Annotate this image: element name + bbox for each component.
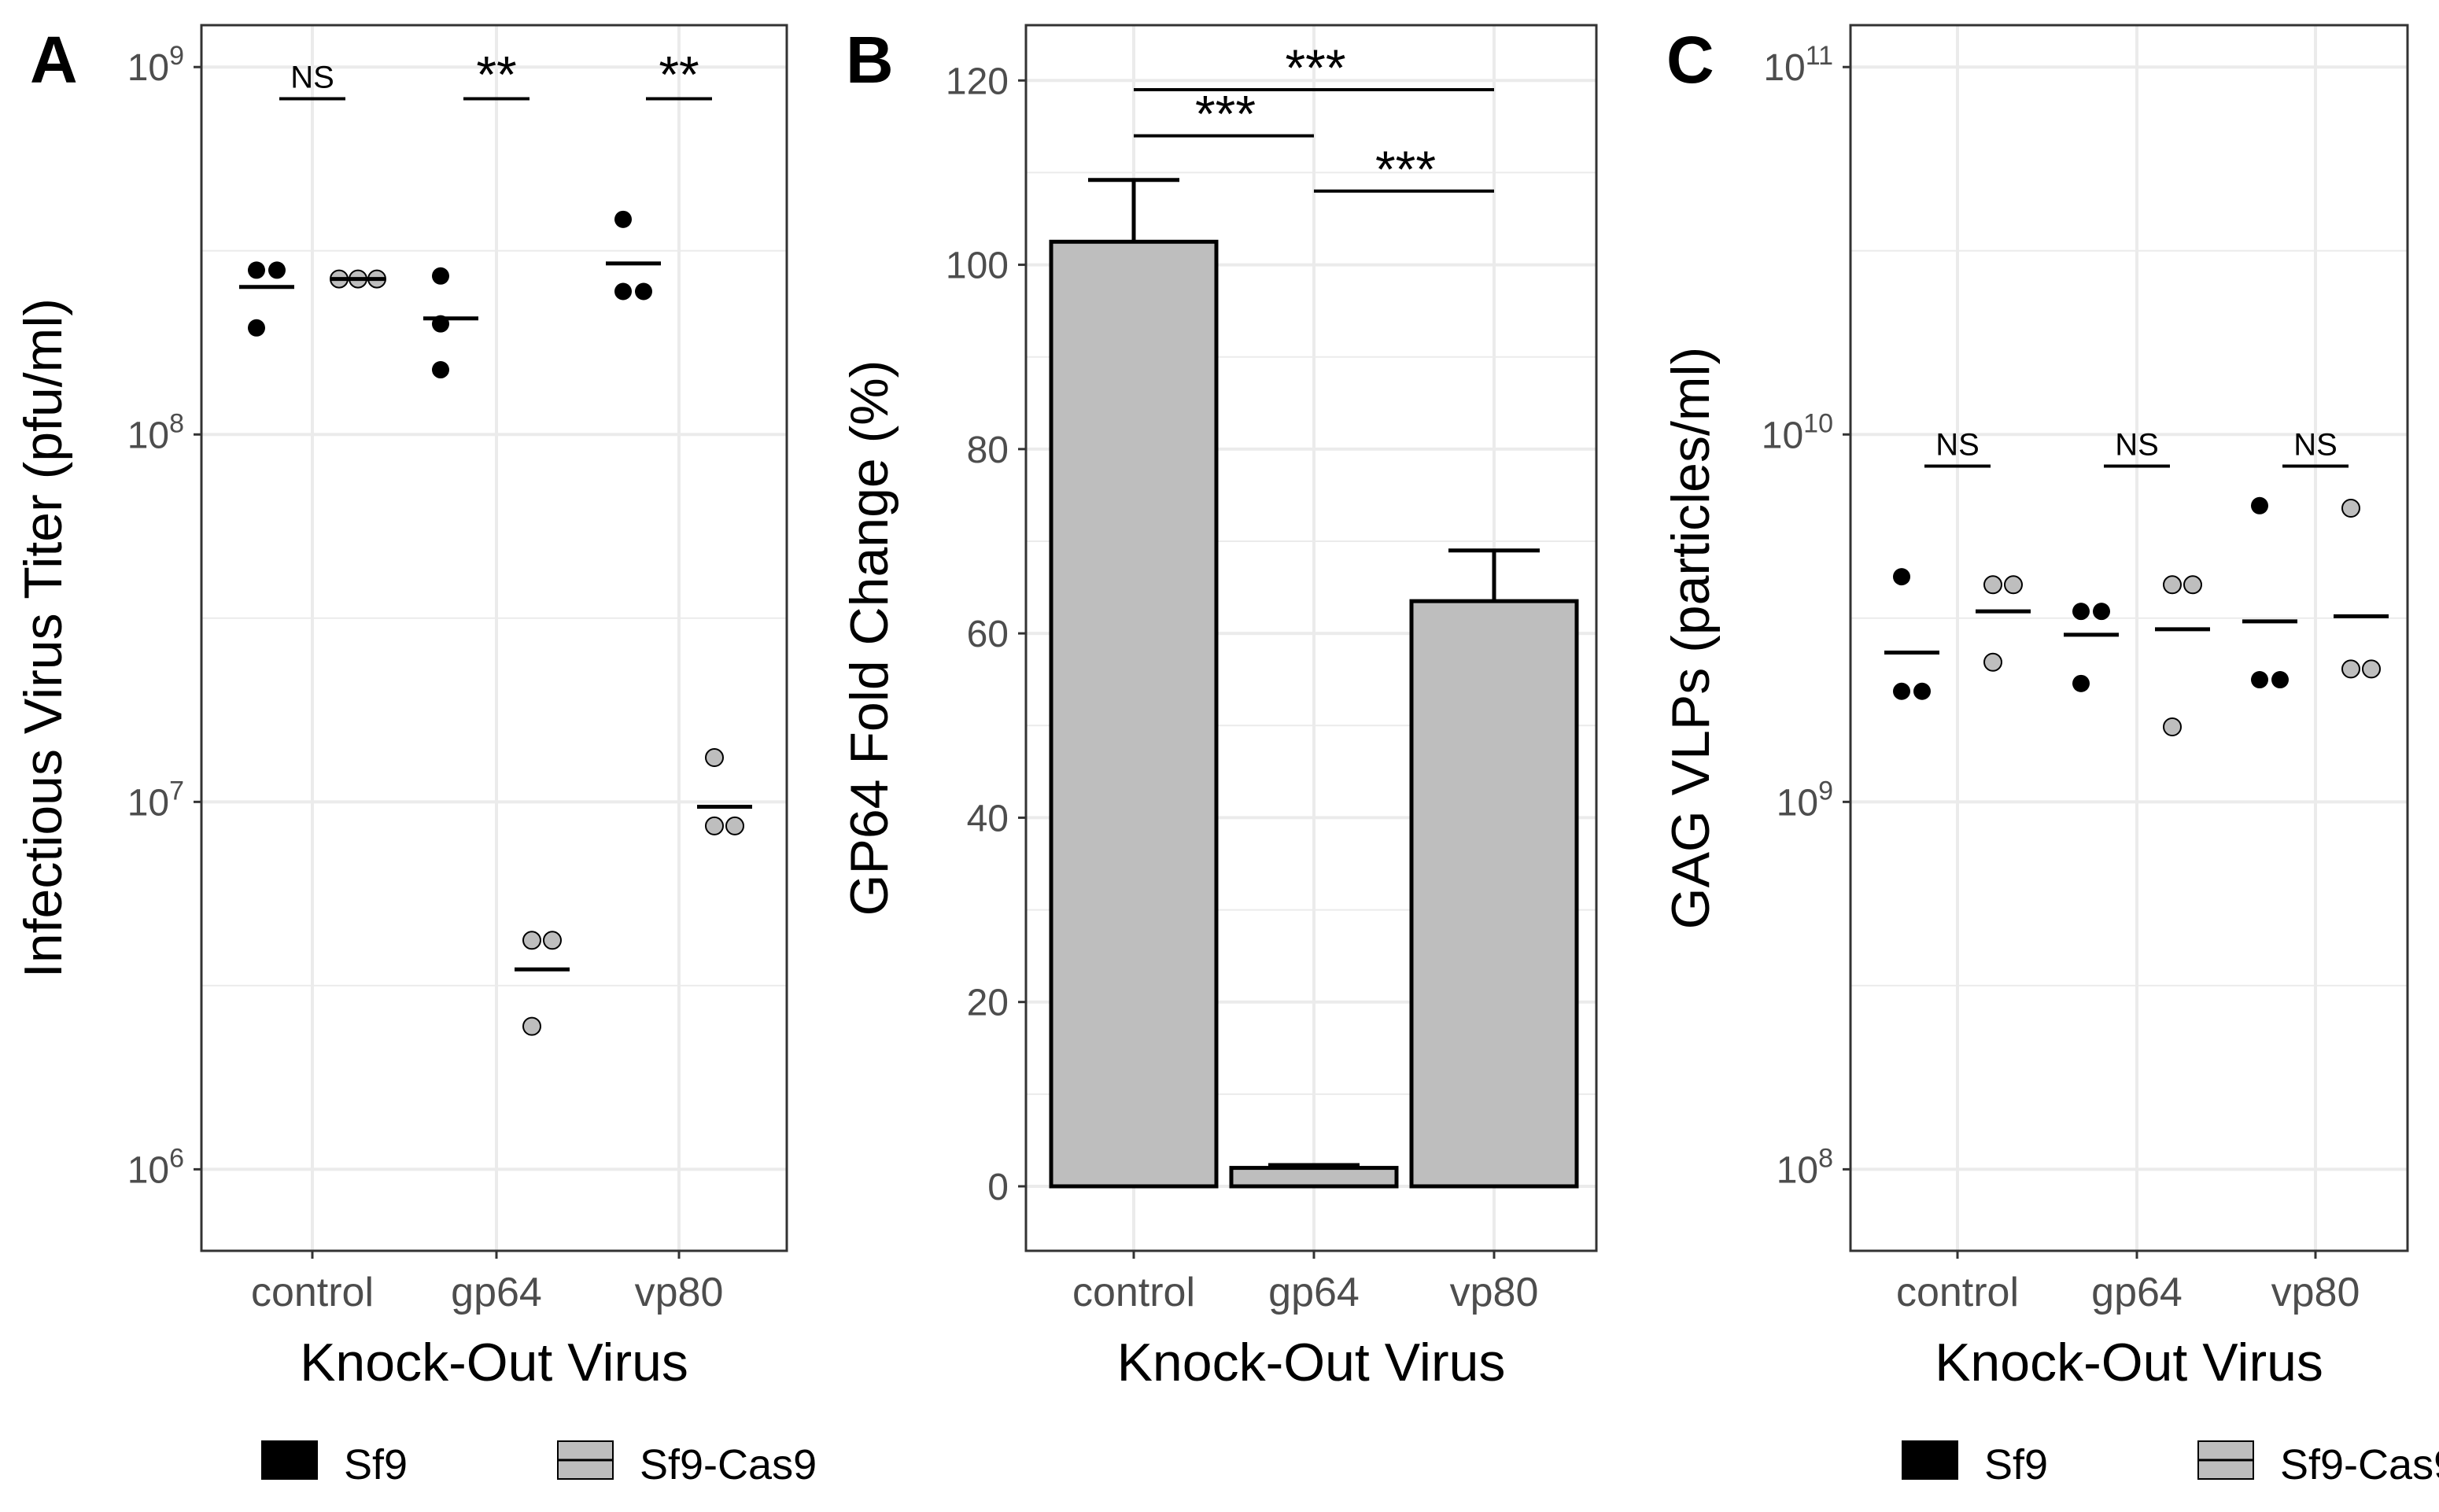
bar [1049,239,1219,1189]
sf9-cas9-point [1983,652,2002,672]
significance-label: *** [1195,85,1256,143]
sf9-cas9-point [2004,575,2023,595]
sf9-cas9-point [725,816,744,835]
significance-label: *** [1285,39,1345,97]
sf9-point [2093,603,2110,621]
x-axis-title: Knock-Out Virus [300,1333,688,1392]
sf9-point [614,210,632,228]
y-tick-label: 108 [127,408,184,456]
bar [1229,1166,1399,1189]
x-axis-title: Knock-Out Virus [1117,1333,1506,1392]
y-tick-label: 107 [127,776,184,824]
sf9-cas9-point [705,816,724,835]
y-tick-label: 109 [1777,776,1833,824]
y-tick-label: 20 [967,983,1009,1024]
sf9-cas9-point [2362,659,2381,679]
panel-border [200,24,788,1252]
panel-A: 106 107 108 109 control gp64 vp80 Knock-Out Vir… [13,23,788,1392]
sf9-point [614,282,632,301]
panel-label: B [846,23,894,97]
significance-label: NS [1935,428,1980,463]
sf9-point [2271,671,2289,689]
bar [1409,599,1579,1189]
sf9-point [432,361,449,379]
sf9-point [2072,674,2090,692]
x-tick-label: vp80 [635,1270,724,1315]
y-axis-title: GP64 Fold Change (%) [839,360,899,916]
sf9-cas9-point [1983,575,2002,595]
panel-label: C [1666,23,1714,97]
sf9-point [248,319,265,337]
legend: Sf9 Sf9-Cas9 [1902,1440,2439,1488]
x-tick-label: control [251,1270,374,1315]
sf9-cas9-point [2341,659,2360,679]
significance-label: NS [2293,428,2338,463]
sf9-cas9-point [543,931,562,950]
y-tick-label: 109 [127,41,184,89]
legend-label: Sf9 [1984,1441,2048,1488]
legend-label: Sf9-Cas9 [640,1441,817,1488]
legend-label: Sf9 [344,1441,408,1488]
y-tick-label: 108 [1777,1143,1833,1191]
x-axis-title: Knock-Out Virus [1935,1333,2323,1392]
panel-C: 108 109 1010 1011 control gp64 vp80 Knock-Out V… [1661,23,2409,1392]
sf9-cas9-point [522,1016,541,1036]
sf9-point [2251,496,2268,514]
sf9-cas9-point [522,931,541,950]
significance-label: NS [290,60,334,94]
sf9-cas9-point [2183,575,2202,595]
sf9-point [248,261,265,279]
y-tick-label: 80 [967,430,1009,471]
x-tick-label: gp64 [1268,1270,1360,1315]
y-tick-label: 0 [987,1167,1009,1208]
panel-label: A [30,23,78,97]
significance-label: *** [1375,140,1436,198]
x-tick-label: gp64 [2091,1270,2183,1315]
y-axis-title: Infectious Virus Titer (pfu/ml) [13,298,73,978]
sf9-point [1893,682,1910,700]
x-tick-label: control [1072,1270,1195,1315]
sf9-cas9-point [705,748,724,768]
legend: Sf9 Sf9-Cas9 [261,1440,817,1488]
legend-swatch [1902,1440,1958,1480]
panel-border [1024,24,1598,1252]
sf9-point [1893,568,1910,586]
significance-label: ** [659,45,699,103]
sf9-point [2251,671,2268,689]
sf9-cas9-point [2163,575,2182,595]
y-tick-label: 106 [127,1143,184,1191]
y-tick-label: 60 [967,614,1009,655]
panel-border [1849,24,2409,1252]
x-tick-label: gp64 [451,1270,542,1315]
x-tick-label: control [1896,1270,2019,1315]
significance-label: NS [2115,428,2159,463]
y-tick-label: 1011 [1763,41,1833,89]
y-tick-label: 100 [946,245,1009,287]
y-tick-label: 40 [967,798,1009,839]
y-tick-label: 1010 [1762,408,1833,456]
legend-swatch [261,1440,318,1480]
sf9-cas9-point [2341,498,2360,518]
panel-B: 0 20 40 60 80 100 120 control gp64 vp80 Knock-Out … [839,23,1598,1392]
legend-label: Sf9-Cas9 [2280,1441,2439,1488]
sf9-point [268,261,286,279]
sf9-point [1913,682,1931,700]
sf9-cas9-point [2163,717,2182,736]
x-tick-label: vp80 [1450,1270,1539,1315]
y-tick-label: 120 [946,61,1009,102]
y-axis-title: GAG VLPs (particles/ml) [1661,347,1721,930]
significance-label: ** [476,45,516,103]
sf9-point [635,282,652,301]
sf9-point [2072,603,2090,621]
x-tick-label: vp80 [2271,1270,2360,1315]
sf9-point [432,267,449,285]
